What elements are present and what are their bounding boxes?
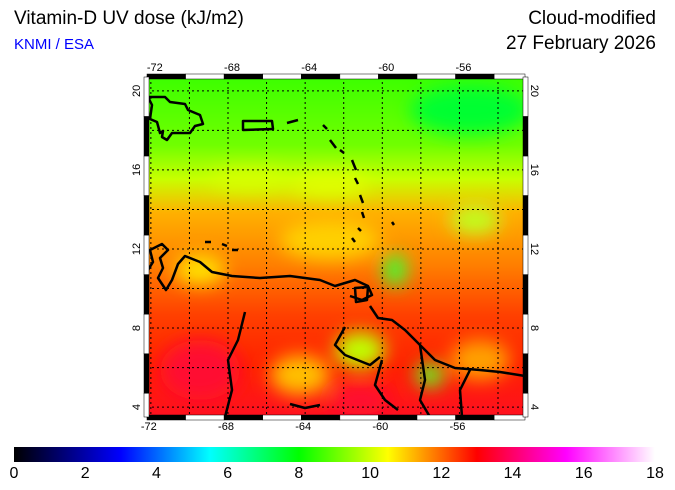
lat-label-right: 12 [528,243,540,255]
uv-field [147,77,525,417]
lat-label-right: 8 [528,325,540,331]
colombia-river [289,402,321,410]
map-frame [143,73,529,421]
lon-label-bottom: -64 [295,421,311,433]
tick-labels: -72 -68 -64 -60 -56 -72 -68 -64 -60 -56 20 16 12 8 4 20… [131,62,540,433]
frame-segment [416,73,456,80]
frame-segment [522,313,529,354]
frame-segment [522,353,529,394]
lat-label-right: 4 [528,404,540,410]
lon-label-top: -72 [147,62,163,74]
frame-segment [146,414,186,421]
colorbar-tick-label: 10 [361,465,380,482]
frame-segment [143,116,150,157]
lat-label-left: 4 [131,404,143,410]
frame-segment [455,73,495,80]
frame-segment [522,393,529,418]
frame-segment [378,73,418,80]
frame-segment [301,414,341,421]
frame-segment [416,414,456,421]
lon-label-bottom: -72 [141,421,157,433]
colorbar [14,447,655,462]
colorbar-tick-label: 0 [9,465,19,482]
frame-segment [223,73,263,80]
colorbar-tick-label: 12 [432,465,451,482]
lon-label-bottom: -56 [449,421,465,433]
frame-segment [493,414,526,421]
colorbar-tick-label: 2 [80,465,90,482]
date-label: 27 February 2026 [506,33,656,54]
frame-segment [185,73,225,80]
lon-label-top: -68 [224,62,240,74]
frame-segment [493,73,526,80]
colorbar-tick-label: 14 [503,465,522,482]
lat-label-left: 12 [131,243,143,255]
south-america-coast [145,242,526,378]
frame-segment [146,73,186,80]
coastlines [145,95,526,418]
frame-segment [455,414,495,421]
frame-segment [522,155,529,196]
frame-segment [262,73,302,80]
lat-label-left: 8 [131,325,143,331]
lon-label-bottom: -60 [372,421,388,433]
frame-segment [143,76,150,117]
lon-label-bottom: -68 [218,421,234,433]
lon-label-top: -60 [378,62,394,74]
frame-segment [522,116,529,157]
frame-segment [339,73,379,80]
lon-label-top: -64 [301,62,317,74]
frame-segment [522,195,529,236]
colorbar-tick-label: 4 [151,465,161,482]
venezuela-border [223,311,472,418]
frame-segment [522,76,529,117]
colorbar-tick-label: 8 [294,465,304,482]
frame-segment [223,414,263,421]
colorbar-tick-label: 6 [223,465,233,482]
lat-label-right: 16 [528,164,540,176]
frame-segment [143,195,150,236]
frame-segment [143,393,150,418]
lat-label-left: 20 [131,85,143,97]
frame-segment [522,234,529,275]
map-title: Vitamin-D UV dose (kJ/m2) [14,8,244,29]
frame-segment [143,353,150,394]
trinidad-coast [353,285,370,304]
frame-segment [301,73,341,80]
mode-label: Cloud-modified [528,8,656,29]
puerto-rico-coast [241,119,275,132]
lesser-antilles [286,118,396,243]
frame-segment [378,414,418,421]
organisation-label: KNMI / ESA [14,36,95,53]
frame-segment [143,313,150,354]
hispaniola-coast [146,95,205,142]
colorbar-tick-label: 18 [646,465,664,482]
frame-segment [143,274,150,315]
aruba-curacao [205,240,238,252]
frame-segment [339,414,379,421]
frame-segment [262,414,302,421]
frame-segment [143,234,150,275]
colorbar-tick-label: 16 [574,465,593,482]
frame-segment [185,414,225,421]
lon-label-top: -56 [455,62,471,74]
lat-label-left: 16 [131,164,143,176]
frame-segment [143,155,150,196]
lat-label-right: 20 [528,85,540,97]
frame-segment [522,274,529,315]
